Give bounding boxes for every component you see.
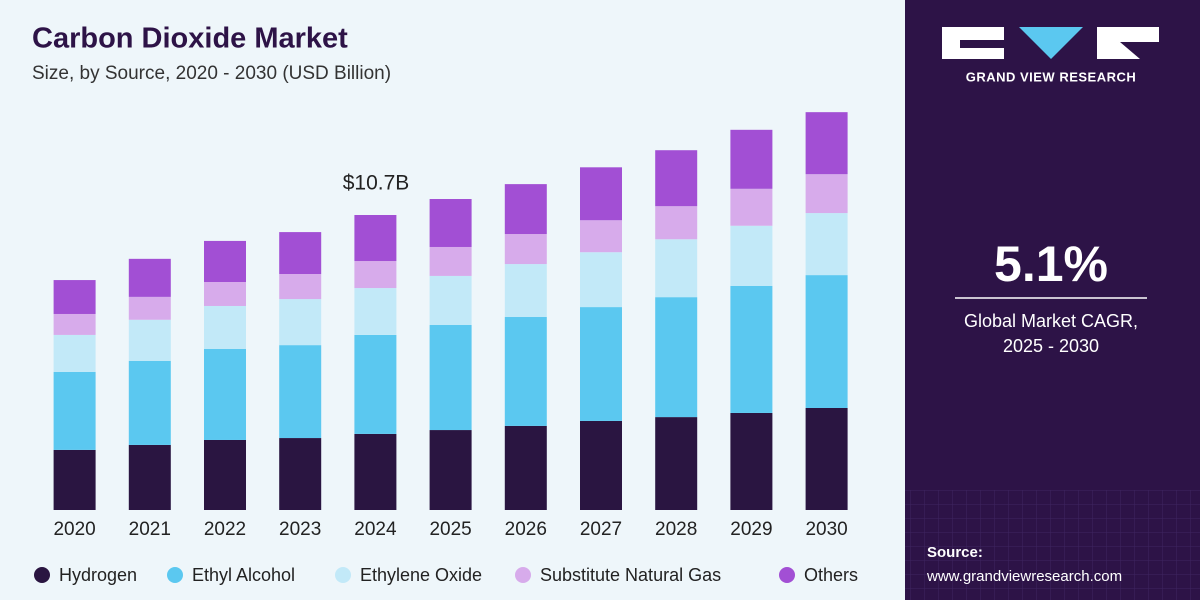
bar-segment xyxy=(53,280,96,314)
bar-segment xyxy=(580,420,622,510)
bar-segment xyxy=(53,313,96,335)
bar-segment xyxy=(53,334,96,372)
bar-segment xyxy=(429,430,472,510)
bar-segment xyxy=(580,307,622,421)
bar-segment xyxy=(580,167,622,221)
legend-marker xyxy=(167,567,183,583)
bar-segment xyxy=(655,297,698,418)
bar-segment xyxy=(354,433,397,510)
bar-segment xyxy=(429,275,472,326)
bar-segment xyxy=(504,317,547,426)
bar-segment xyxy=(354,215,397,262)
bar-segment xyxy=(354,261,397,289)
chart-title: Carbon Dioxide Market xyxy=(32,23,348,55)
logo xyxy=(942,27,1159,59)
logo-cut xyxy=(1120,42,1159,59)
bar-segment xyxy=(204,348,246,440)
bar-segment xyxy=(128,319,171,361)
x-tick-label: 2025 xyxy=(429,519,471,540)
bar-segment xyxy=(279,345,322,439)
cagr-label: 2025 - 2030 xyxy=(1003,336,1099,356)
bar-segment xyxy=(504,264,547,318)
bar-segment xyxy=(53,449,96,510)
bar-segment xyxy=(580,252,622,308)
bar-segment xyxy=(204,281,246,306)
bar-segment xyxy=(429,199,472,247)
bar-segment xyxy=(279,299,322,346)
bar-segment xyxy=(730,285,773,413)
legend-label: Substitute Natural Gas xyxy=(540,565,721,585)
bar-segment xyxy=(655,150,698,207)
bar-segment xyxy=(429,246,472,276)
bar-segment xyxy=(354,334,397,434)
legend-label: Others xyxy=(804,565,858,585)
x-tick-label: 2027 xyxy=(580,519,622,540)
bar-segment xyxy=(730,412,773,510)
bar-segment xyxy=(204,439,246,510)
logo-cut xyxy=(960,40,1004,48)
legend-marker xyxy=(515,567,531,583)
bar-segment xyxy=(128,258,171,297)
bar-segment xyxy=(655,239,698,298)
bar-segment xyxy=(429,325,472,431)
legend-label: Ethyl Alcohol xyxy=(192,565,295,585)
bar-segment xyxy=(128,360,171,445)
bar-segment xyxy=(730,188,773,226)
x-tick-label: 2023 xyxy=(279,519,321,540)
chart-subtitle: Size, by Source, 2020 - 2030 (USD Billio… xyxy=(32,63,391,84)
bar-segment xyxy=(128,444,171,510)
bar-segment xyxy=(730,225,773,286)
bar-segment xyxy=(805,213,848,276)
bar-segment xyxy=(504,184,547,235)
x-tick-label: 2024 xyxy=(354,519,397,540)
bar-segment xyxy=(204,240,246,282)
x-tick-label: 2022 xyxy=(204,519,246,540)
bar-segment xyxy=(279,274,322,300)
bar-segment xyxy=(805,174,848,214)
bar-segment xyxy=(655,417,698,510)
bar-segment xyxy=(128,296,171,320)
bar-segment xyxy=(504,425,547,510)
source-url: www.grandviewresearch.com xyxy=(926,568,1122,585)
annotation: $10.7B xyxy=(343,172,410,195)
logo-v xyxy=(1019,27,1083,59)
bar-segment xyxy=(805,112,848,175)
legend-marker xyxy=(34,567,50,583)
x-tick-label: 2029 xyxy=(730,519,772,540)
bar-segment xyxy=(354,288,397,335)
legend-label: Ethylene Oxide xyxy=(360,565,482,585)
cagr-label: Global Market CAGR, xyxy=(964,311,1138,331)
side-pattern xyxy=(905,490,1200,600)
legend-marker xyxy=(779,567,795,583)
x-tick-label: 2020 xyxy=(53,519,95,540)
x-tick-label: 2021 xyxy=(129,519,171,540)
bar-segment xyxy=(655,206,698,240)
legend-label: Hydrogen xyxy=(59,565,137,585)
bar-segment xyxy=(730,129,773,189)
source-label: Source: xyxy=(927,544,983,561)
bar-segment xyxy=(204,305,246,349)
bar-segment xyxy=(805,407,848,510)
x-tick-label: 2028 xyxy=(655,519,697,540)
x-tick-label: 2030 xyxy=(805,519,847,540)
bar-segment xyxy=(504,234,547,265)
brand: GRAND VIEW RESEARCH xyxy=(966,69,1137,84)
bar-segment xyxy=(805,275,848,408)
bar-segment xyxy=(53,371,96,450)
bar-segment xyxy=(279,438,322,510)
legend-marker xyxy=(335,567,351,583)
bar-segment xyxy=(580,220,622,253)
x-tick-label: 2026 xyxy=(505,519,547,540)
cagr-value: 5.1% xyxy=(994,236,1108,292)
bar-segment xyxy=(279,232,322,275)
